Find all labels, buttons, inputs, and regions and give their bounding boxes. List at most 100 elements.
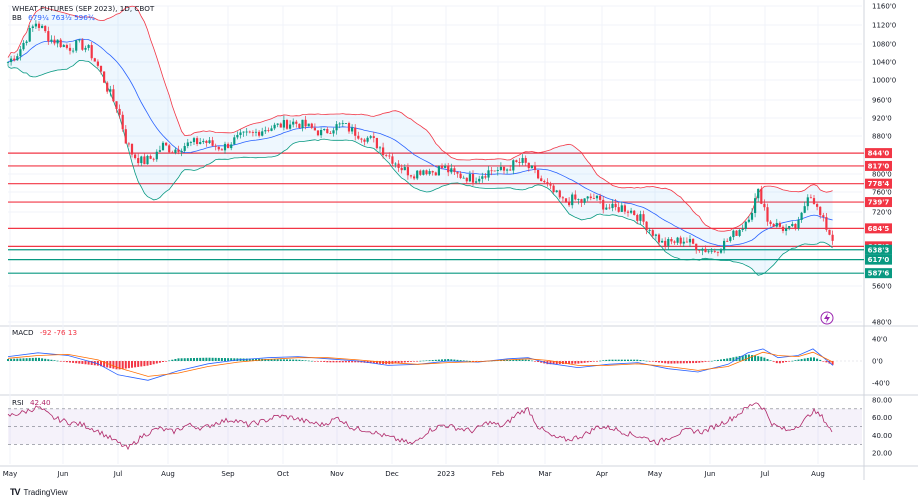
macd-histogram-bar — [199, 357, 202, 361]
candle-body — [574, 194, 577, 200]
candle-body — [682, 241, 685, 244]
candle-body — [822, 215, 825, 218]
macd-histogram-bar — [137, 361, 140, 367]
candle-body — [540, 178, 543, 181]
macd-histogram-bar — [623, 359, 626, 361]
bb-fill — [8, 6, 833, 276]
macd-histogram-bar — [53, 360, 56, 361]
macd-histogram-bar — [760, 356, 763, 361]
candle-body — [112, 89, 115, 102]
price-tick-label: 1040'0 — [872, 59, 896, 67]
macd-histogram-bar — [369, 361, 372, 364]
macd-histogram-bar — [633, 359, 636, 361]
candle-body — [828, 229, 831, 235]
candle-body — [695, 243, 698, 251]
macd-histogram-bar — [599, 360, 602, 362]
macd-histogram-bar — [530, 360, 533, 362]
level-tag — [865, 178, 892, 189]
candle-body — [741, 228, 744, 230]
candle-body — [797, 219, 800, 229]
candle-body — [388, 155, 391, 157]
candle-body — [599, 195, 602, 200]
candle-body — [115, 101, 118, 109]
candle-body — [96, 61, 99, 66]
macd-histogram-bar — [62, 361, 65, 362]
candle-body — [465, 177, 468, 182]
x-tick-label: Aug — [161, 470, 175, 478]
bb-legend-label: BB — [12, 13, 22, 22]
bb-lower-line — [7, 59, 833, 276]
candle-body — [93, 58, 96, 62]
macd-histogram-bar — [509, 359, 512, 361]
x-tick-label: Oct — [277, 470, 289, 478]
horizontal-levels — [8, 152, 864, 274]
candle-body — [270, 128, 273, 131]
candle-body — [561, 197, 564, 199]
macd-histogram-bar — [565, 361, 567, 364]
candle-body — [537, 169, 540, 179]
macd-histogram-bar — [338, 361, 341, 363]
candle-body — [183, 146, 186, 151]
candle-body — [140, 156, 143, 164]
macd-histogram-bar — [304, 360, 307, 361]
candle-body — [413, 176, 416, 179]
candle-body — [729, 237, 732, 241]
macd-histogram-bar — [351, 361, 354, 363]
candle-body — [447, 165, 450, 173]
candle-body — [769, 221, 772, 225]
macd-histogram-bar — [605, 359, 608, 361]
macd-histogram-bar — [354, 361, 357, 363]
candle-body — [53, 39, 56, 44]
candle-body — [468, 174, 471, 182]
candle-body — [502, 166, 506, 171]
candle-body — [192, 138, 196, 143]
candle-body — [422, 170, 425, 175]
candle-body — [723, 240, 726, 251]
candle-body — [630, 210, 633, 213]
macd-histogram-bar — [472, 361, 474, 362]
candle-body — [440, 166, 444, 168]
candle-body — [602, 199, 605, 210]
candle-body — [484, 176, 487, 178]
macd-histogram-bar — [583, 361, 586, 363]
lightning-icon[interactable] — [820, 311, 834, 325]
macd-histogram-bar — [406, 361, 409, 363]
macd-histogram-bar — [165, 361, 168, 362]
candle-body — [692, 238, 695, 244]
candle-body — [313, 127, 316, 131]
macd-histogram-bar — [515, 359, 518, 361]
candle-body — [103, 71, 106, 83]
candle-body — [623, 205, 626, 212]
candle-body — [220, 149, 223, 151]
macd-histogram-bar — [757, 356, 760, 361]
candle-body — [168, 145, 171, 153]
candle-body — [744, 221, 747, 229]
candle-body — [394, 163, 397, 165]
candle-body — [459, 173, 462, 179]
candle-body — [809, 197, 812, 199]
candle-body — [475, 181, 478, 183]
macd-histogram-bar — [84, 361, 87, 365]
macd-histogram-bar — [59, 361, 62, 362]
macd-histogram-bar — [22, 358, 25, 361]
macd-histogram-bar — [788, 361, 791, 362]
candle-body — [34, 23, 37, 27]
candle-body — [19, 49, 22, 57]
rsi-tick-label: 80.00 — [872, 397, 892, 405]
rsi-legend-label: RSI — [12, 398, 24, 407]
candle-body — [657, 234, 661, 243]
candle-body — [289, 124, 292, 129]
macd-histogram-bar — [822, 361, 825, 362]
macd-histogram-bar — [227, 358, 230, 361]
candle-body — [264, 130, 267, 132]
macd-histogram-bar — [552, 361, 555, 365]
candle-body — [261, 131, 264, 136]
level-tag-label: 617'0 — [868, 256, 890, 264]
macd-histogram-bar — [707, 361, 710, 362]
candle-body — [65, 45, 68, 48]
macd-histogram-bar — [772, 361, 775, 362]
macd-histogram-bar — [177, 358, 180, 361]
macd-histogram-bar — [121, 361, 124, 369]
candle-body — [25, 41, 28, 43]
